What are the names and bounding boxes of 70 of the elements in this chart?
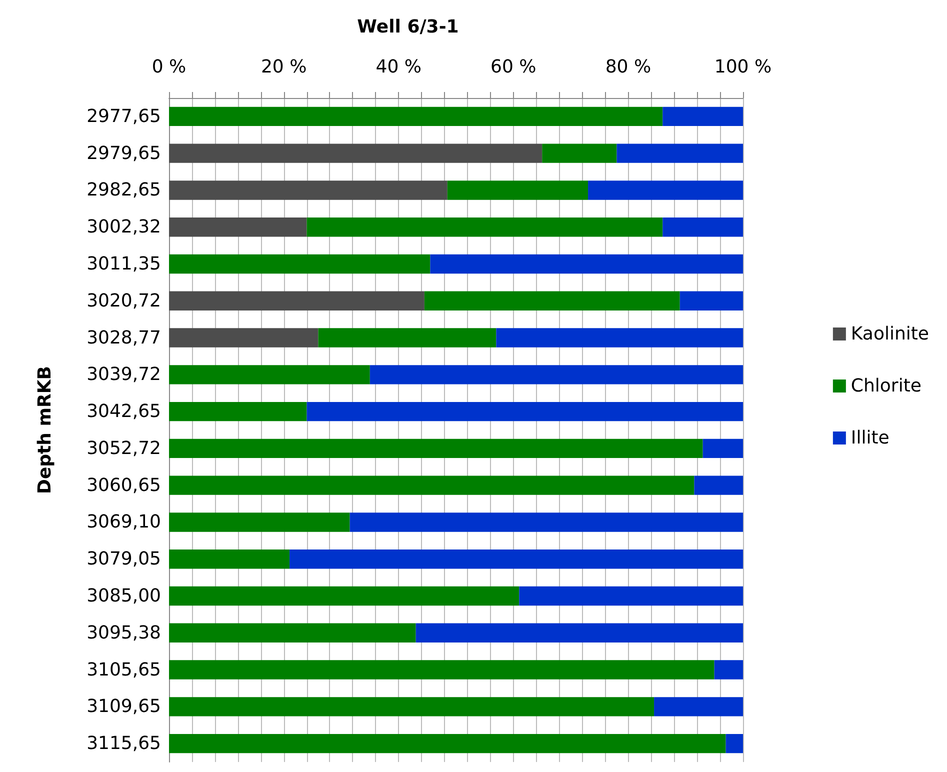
bar [350,512,743,532]
y-tick-label: 2979,65 [86,142,161,164]
legend-label: Illite [850,428,890,448]
y-tick-label: 3105,65 [86,659,161,680]
x-tick-label: 20 % [260,56,307,78]
bar [424,291,680,310]
bar [370,365,743,384]
y-tick-label: 3002,32 [86,216,161,238]
bar [662,106,743,126]
x-tick-label: 0 % [152,56,186,78]
bar [654,697,743,716]
x-tick-label: 40 % [376,56,422,78]
bar [169,734,726,754]
y-tick-label: 3060,65 [86,474,161,496]
y-tick-label: 3020,72 [86,290,161,312]
bar [430,254,743,274]
bar [306,218,663,237]
bar [169,697,654,716]
y-tick-label: 3069,10 [86,512,161,533]
y-tick-label: 3079,05 [86,548,161,570]
y-tick-label: 3115,65 [86,733,161,754]
bar [496,328,743,348]
bar [169,623,416,642]
bar [616,144,743,163]
bar [588,180,743,200]
bar [169,106,663,126]
bar [169,550,290,569]
bar [169,365,370,384]
y-axis-title: Depth mRKB [34,366,56,494]
y-tick-label: 3095,38 [86,622,161,644]
y-tick-label: 3052,72 [86,438,161,459]
bar [169,402,307,422]
bar [169,586,520,606]
bar [169,438,703,458]
bar [714,660,743,680]
bar [662,218,743,237]
bar [169,476,694,495]
bar [169,512,350,532]
x-tick-label: 100 % [714,56,772,78]
bar [306,402,743,422]
y-tick-label: 3042,65 [86,401,161,422]
legend-label: Kaolinite [850,324,930,344]
bar [447,180,588,200]
legend-label: Chlorite [850,376,922,396]
chart-title: Well 6/3-1 [357,16,459,38]
bar [519,586,743,606]
bar [702,438,743,458]
bar [169,291,424,310]
bar [290,550,743,569]
y-tick-label: 3039,72 [86,364,161,386]
y-tick-label: 3085,00 [86,586,161,606]
bar [680,291,743,310]
bar [726,734,743,754]
x-tick-label: 60 % [490,56,536,78]
bar [542,144,617,163]
bar [318,328,496,348]
bar [169,144,542,163]
bar [694,476,743,495]
bar [169,328,318,348]
bar [169,660,714,680]
y-tick-label: 2977,65 [86,106,161,127]
y-tick-label: 3028,77 [86,327,161,348]
bar [416,623,743,642]
y-tick-label: 2982,65 [86,180,161,201]
y-tick-label: 3109,65 [86,696,161,718]
bar [169,218,307,237]
bar [169,254,430,274]
x-tick-label: 80 % [605,56,652,78]
bar [169,180,448,200]
y-tick-label: 3011,35 [86,254,161,274]
